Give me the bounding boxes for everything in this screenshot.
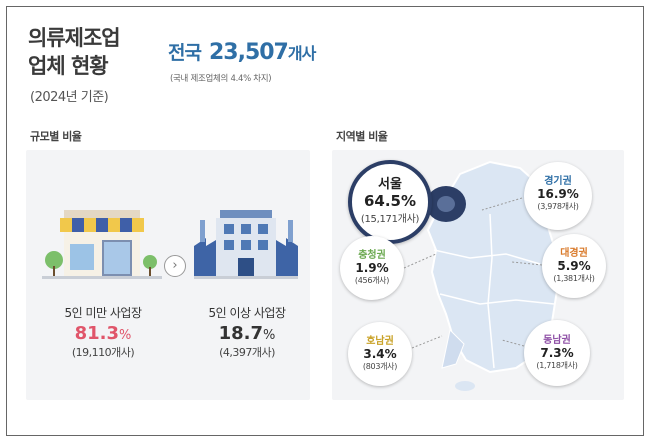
- region-percent: 7.3%: [540, 346, 574, 360]
- size-item-percent-value: 18.7: [218, 323, 264, 344]
- region-bubble-dongnam: 동남권 7.3% (1,718개사): [524, 320, 590, 386]
- size-item-name: 5인 이상 사업장: [208, 306, 286, 320]
- factory-icon: [194, 210, 298, 279]
- page-subtitle: (2024년 기준): [30, 90, 109, 105]
- headline-total: 전국 23,507개사: [168, 38, 316, 65]
- region-bubble-gyeonggi: 경기권 16.9% (3,978개사): [524, 162, 592, 230]
- region-name: 서울: [378, 177, 402, 192]
- region-name: 충청권: [358, 250, 386, 261]
- region-count: (15,171개사): [360, 214, 420, 225]
- region-percent: 5.9%: [557, 259, 591, 273]
- size-section-label: 규모별 비율: [30, 130, 82, 143]
- region-percent: 3.4%: [363, 347, 397, 361]
- size-item-small: 5인 미만 사업장 81.3% (19,110개사): [38, 304, 168, 360]
- size-item-name: 5인 미만 사업장: [64, 306, 142, 320]
- region-bubble-honam: 호남권 3.4% (803개사): [348, 322, 412, 386]
- headline-unit: 개사: [287, 44, 316, 63]
- size-item-count: (4,397개사): [219, 346, 275, 359]
- size-item-percent-value: 81.3: [74, 323, 120, 344]
- region-bubble-seoul: 서울 64.5% (15,171개사): [348, 160, 432, 244]
- region-section-label: 지역별 비율: [336, 130, 388, 143]
- small-shop-icon: [42, 210, 162, 279]
- region-count: (803개사): [362, 362, 398, 371]
- region-count: (3,978개사): [537, 202, 579, 211]
- page-title: 의류제조업 업체 현황: [28, 24, 121, 80]
- region-count: (1,718개사): [536, 361, 578, 370]
- region-name: 경기권: [544, 176, 572, 187]
- arrow-right-icon: ›: [164, 255, 186, 277]
- region-bubble-daegyeong: 대경권 5.9% (1,381개사): [542, 234, 606, 298]
- region-percent: 1.9%: [355, 261, 389, 275]
- region-connector-lines: [403, 197, 543, 349]
- region-percent: 64.5%: [363, 192, 417, 210]
- headline-note: (국내 제조업체의 4.4% 차지): [170, 74, 272, 84]
- region-name: 대경권: [560, 248, 588, 259]
- region-bubble-chungcheong: 충청권 1.9% (456개사): [340, 236, 404, 300]
- size-item-count: (19,110개사): [71, 346, 135, 359]
- size-item-percent-unit: %: [263, 328, 276, 343]
- title-line-1: 의류제조업: [28, 26, 121, 50]
- size-item-percent-unit: %: [119, 328, 132, 343]
- headline-value: 23,507: [208, 40, 289, 65]
- headline-label: 전국: [168, 42, 202, 64]
- region-name: 동남권: [543, 335, 571, 346]
- size-item-percent: 18.7%: [182, 323, 312, 344]
- size-item-large: 5인 이상 사업장 18.7% (4,397개사): [182, 304, 312, 360]
- region-count: (456개사): [354, 276, 390, 285]
- region-percent: 16.9%: [537, 187, 579, 201]
- region-count: (1,381개사): [553, 274, 595, 283]
- region-name: 호남권: [366, 336, 394, 347]
- size-item-percent: 81.3%: [38, 323, 168, 344]
- title-line-2: 업체 현황: [28, 54, 109, 78]
